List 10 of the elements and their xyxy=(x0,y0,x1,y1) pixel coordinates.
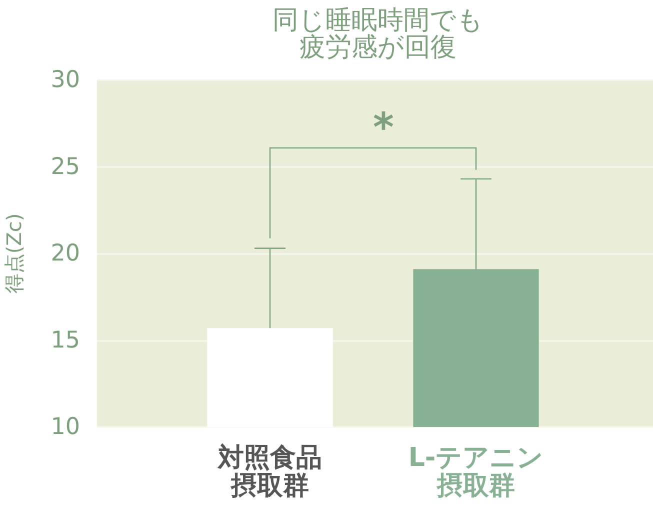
y-tick-label: 10 xyxy=(50,414,80,440)
x-tick-label: L-テアニン摂取群 xyxy=(408,443,544,501)
y-axis-title: 得点(Zc) xyxy=(2,213,26,294)
y-tick-label: 25 xyxy=(50,154,80,180)
y-tick-label: 30 xyxy=(50,67,80,93)
y-tick-label: 15 xyxy=(50,327,80,354)
chart-title: 同じ睡眠時間でも疲労感が回復 xyxy=(272,6,484,62)
annotation: * xyxy=(373,104,394,151)
x-tick-label: 対照食品摂取群 xyxy=(217,443,322,501)
y-tick-label: 20 xyxy=(50,240,80,266)
